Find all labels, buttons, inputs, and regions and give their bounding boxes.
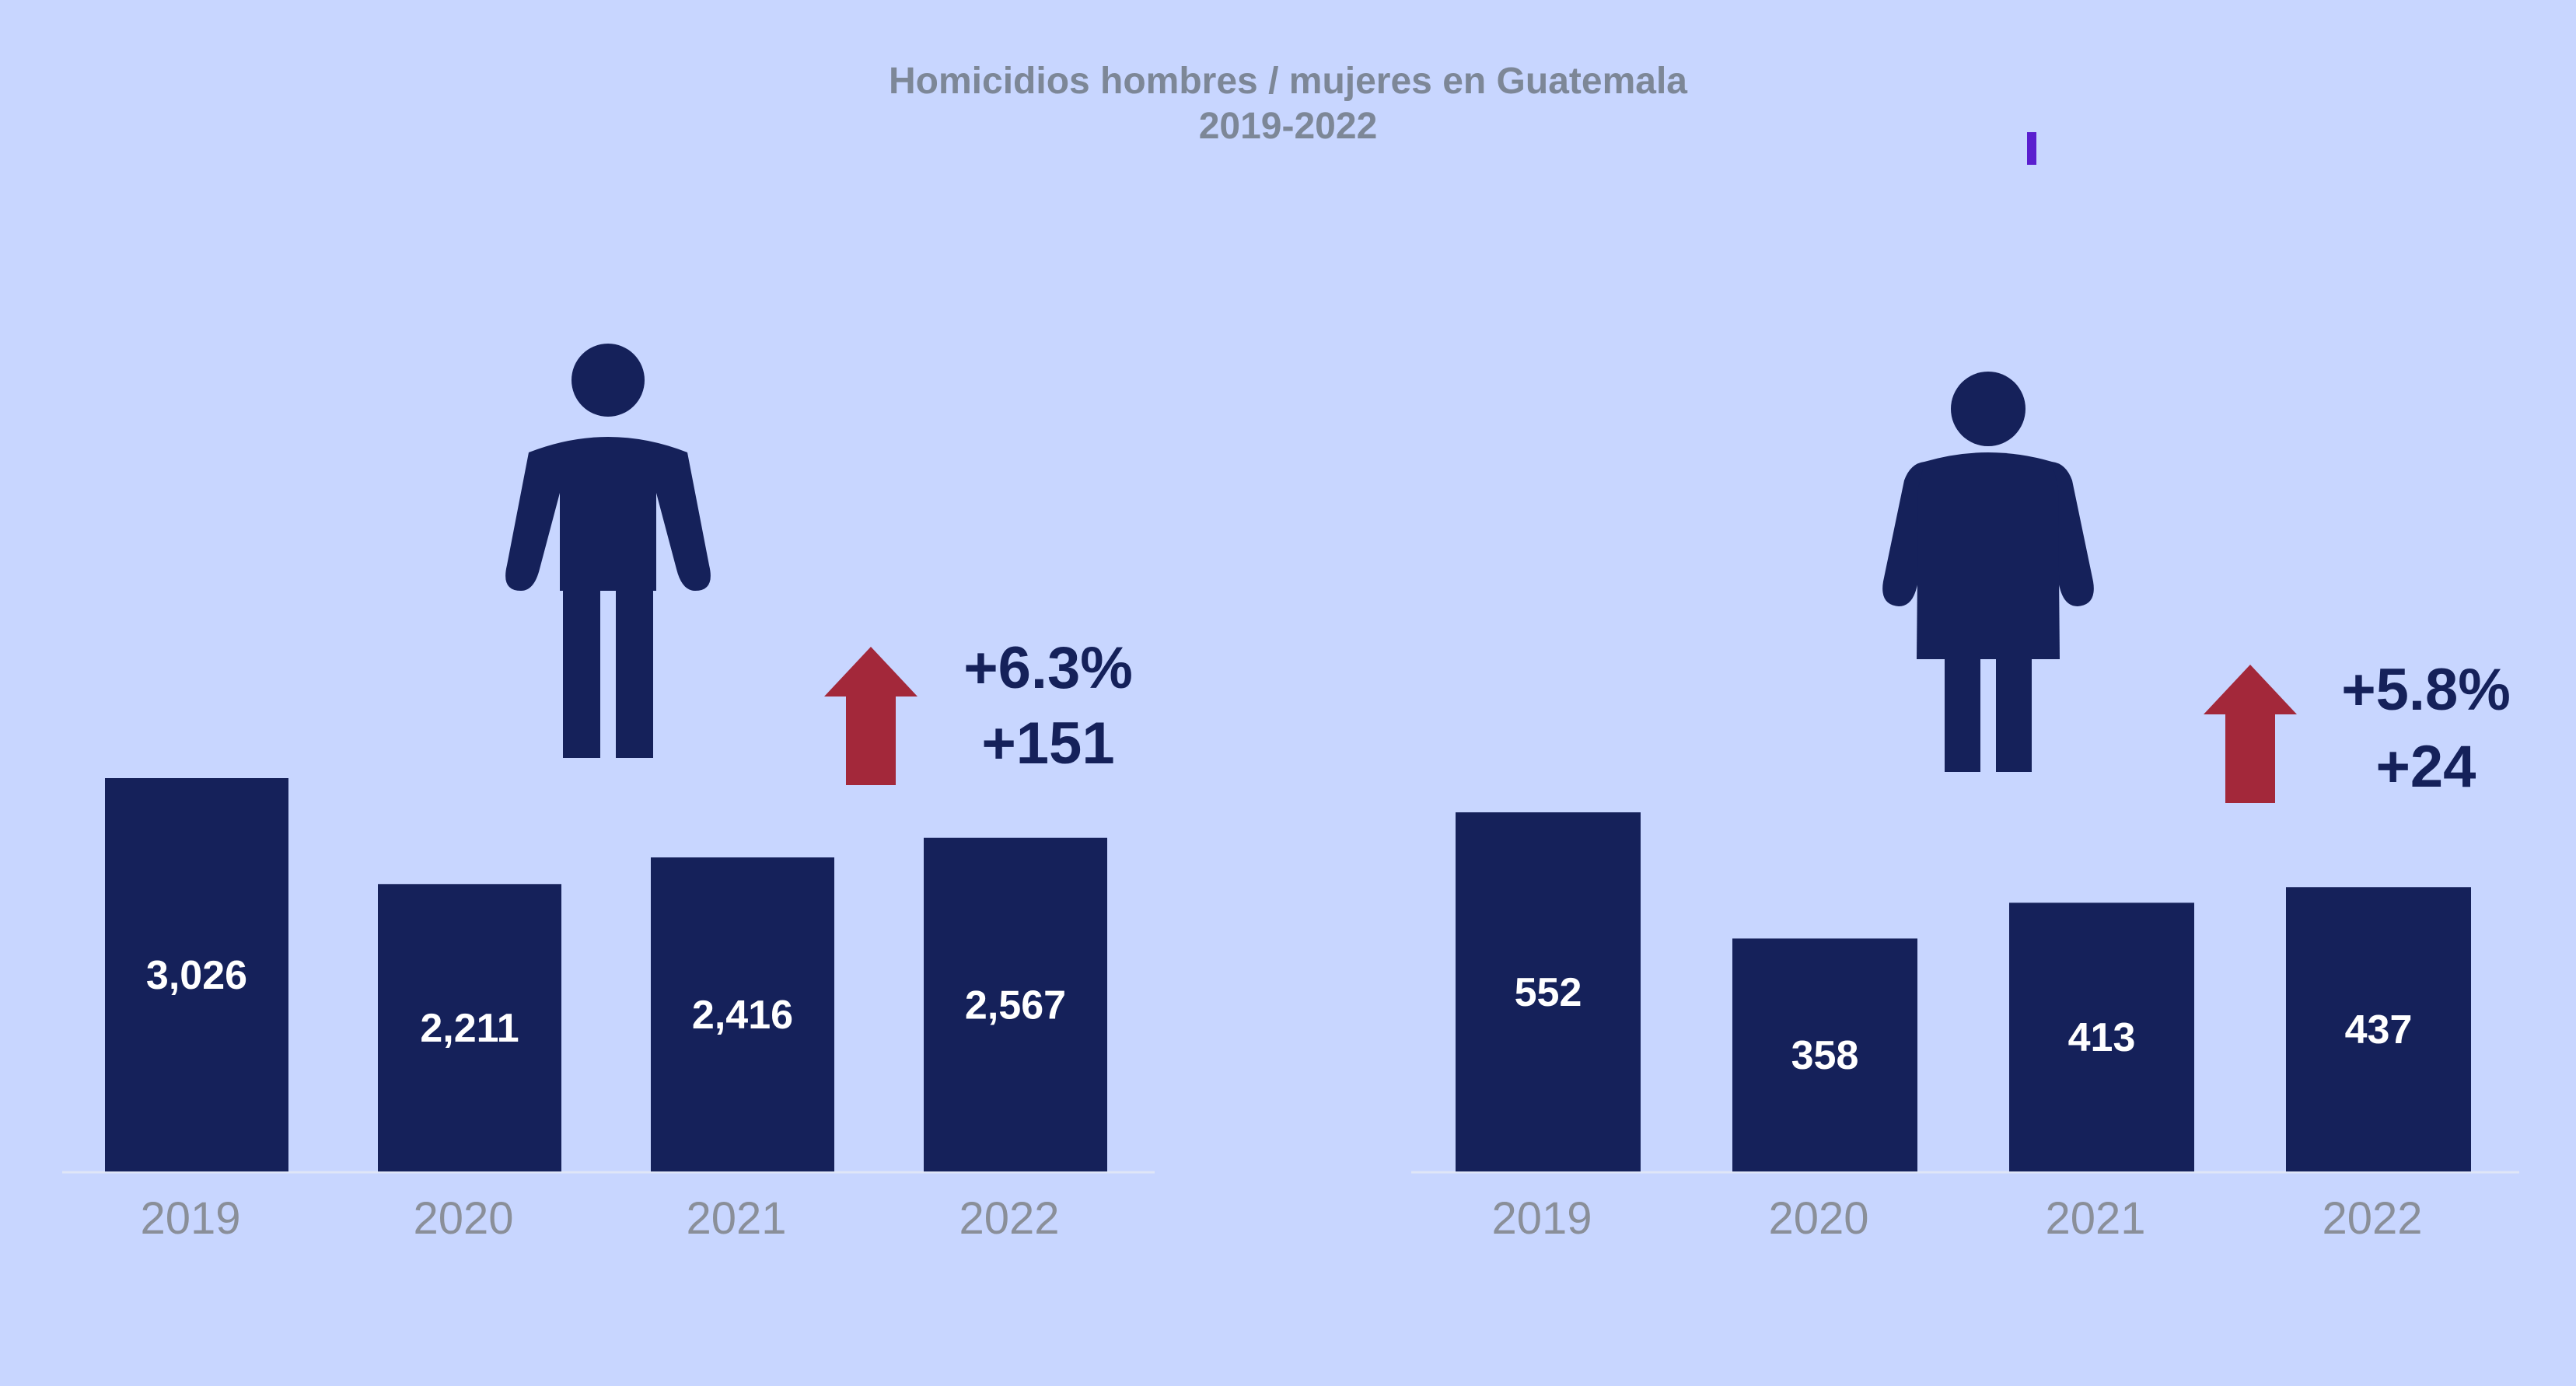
woman-leg-left bbox=[1945, 655, 1980, 772]
change-absolute: +151 bbox=[981, 710, 1114, 777]
bar-value-label: 3,026 bbox=[146, 953, 247, 998]
bar-value-label: 413 bbox=[2068, 1015, 2136, 1060]
bar-value-label: 552 bbox=[1515, 970, 1582, 1015]
x-tick-label: 2019 bbox=[140, 1193, 240, 1244]
man-torso bbox=[505, 437, 711, 591]
bar bbox=[2009, 902, 2194, 1171]
man-leg-right bbox=[616, 588, 653, 758]
bar-value-label: 2,211 bbox=[420, 1006, 519, 1051]
woman-leg-right bbox=[1996, 655, 2032, 772]
x-tick-label: 2021 bbox=[686, 1193, 786, 1244]
bar bbox=[378, 884, 561, 1171]
change-percent: +6.3% bbox=[963, 635, 1133, 701]
x-tick-label: 2022 bbox=[2322, 1193, 2422, 1244]
x-tick-label: 2022 bbox=[959, 1193, 1059, 1244]
x-tick-label: 2021 bbox=[2045, 1193, 2145, 1244]
bar-value-label: 437 bbox=[2345, 1007, 2413, 1053]
change-percent: +5.8% bbox=[2341, 657, 2511, 723]
x-tick-label: 2020 bbox=[1768, 1193, 1868, 1244]
bar-value-label: 358 bbox=[1791, 1033, 1859, 1078]
chart-men: 3,026 2019 2,211 2020 2,416 2021 2,567 2022 +6.3… bbox=[62, 344, 1155, 1244]
bar bbox=[1456, 812, 1641, 1171]
arrow-up-icon bbox=[824, 647, 918, 785]
bar bbox=[924, 837, 1107, 1171]
x-tick-label: 2019 bbox=[1491, 1193, 1592, 1244]
chart-women: 552 2019 358 2020 413 2021 437 2022 +5.8% +24 bbox=[1411, 372, 2519, 1244]
change-absolute: +24 bbox=[2376, 734, 2476, 800]
woman-dress bbox=[1917, 452, 2060, 659]
bar bbox=[105, 778, 288, 1171]
bar bbox=[2286, 887, 2471, 1171]
bar bbox=[651, 857, 834, 1171]
man-leg-left bbox=[563, 588, 600, 758]
man-icon bbox=[505, 344, 711, 758]
bar-value-label: 2,567 bbox=[965, 983, 1066, 1028]
bar bbox=[1732, 938, 1917, 1171]
woman-head bbox=[1951, 372, 2025, 446]
man-head bbox=[571, 344, 645, 417]
x-tick-label: 2020 bbox=[413, 1193, 513, 1244]
woman-icon bbox=[1882, 372, 2094, 772]
chart-subtitle: 2019-2022 bbox=[1198, 106, 1378, 147]
bar-value-label: 2,416 bbox=[692, 993, 793, 1038]
chart-title: Homicidios hombres / mujeres en Guatemal… bbox=[889, 61, 1687, 102]
arrow-up-icon bbox=[2204, 665, 2297, 803]
accent-mark bbox=[2027, 132, 2036, 165]
